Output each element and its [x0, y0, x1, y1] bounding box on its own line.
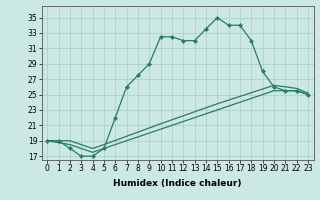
X-axis label: Humidex (Indice chaleur): Humidex (Indice chaleur) [113, 179, 242, 188]
